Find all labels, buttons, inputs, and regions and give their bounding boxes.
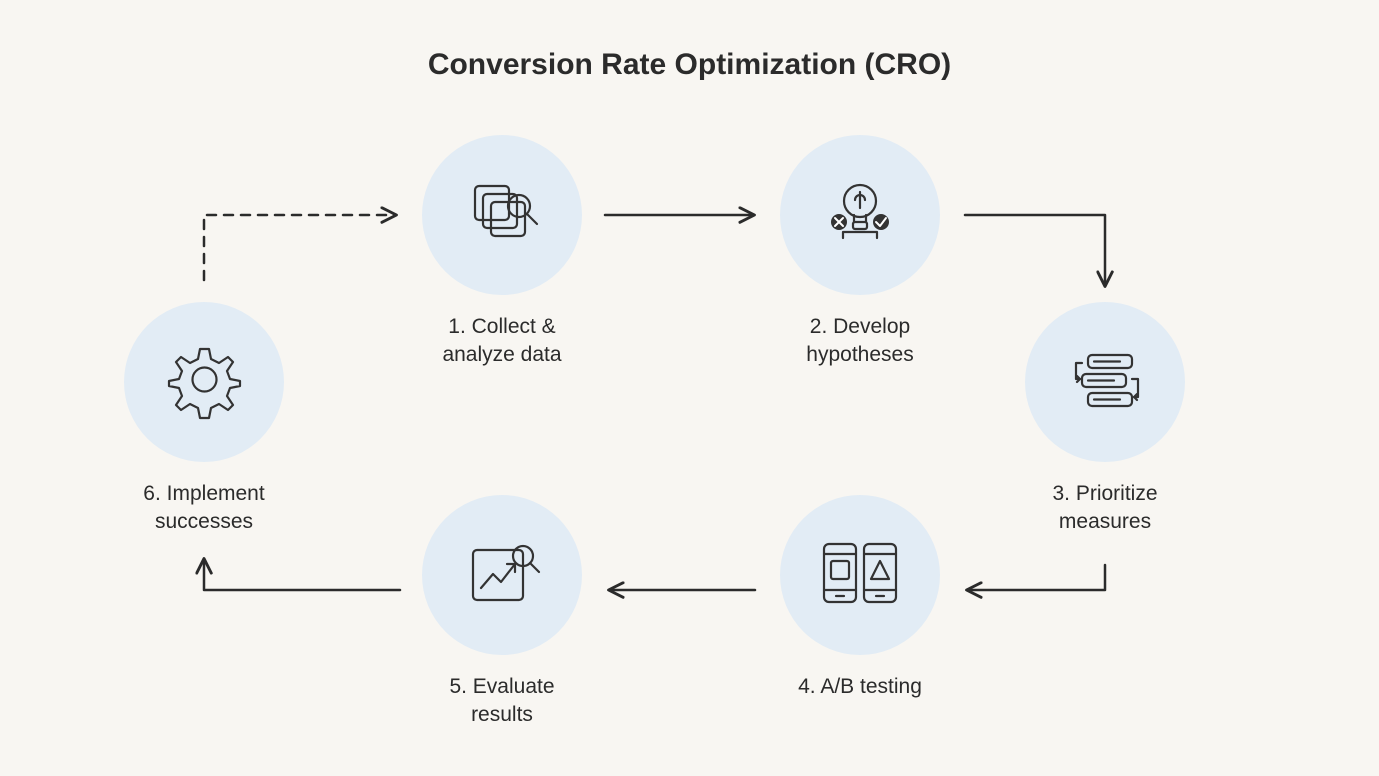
flow-arrow — [204, 215, 395, 280]
bulb-icon — [815, 168, 905, 263]
flow-node-n6: 6. Implement successes — [124, 302, 284, 537]
diagram-title: Conversion Rate Optimization (CRO) — [0, 48, 1379, 82]
priority-icon — [1060, 335, 1150, 430]
node-label: 5. Evaluate results — [392, 673, 612, 730]
node-label: 4. A/B testing — [750, 673, 970, 701]
gear-icon — [157, 332, 252, 432]
flow-arrow — [204, 560, 400, 590]
node-label: 2. Develop hypotheses — [750, 313, 970, 370]
flow-node-n3: 3. Prioritize measures — [1025, 302, 1185, 537]
flow-arrow — [968, 565, 1105, 590]
node-circle — [422, 135, 582, 295]
node-label: 6. Implement successes — [94, 480, 314, 537]
node-label: 1. Collect & analyze data — [392, 313, 612, 370]
flow-node-n1: 1. Collect & analyze data — [422, 135, 582, 370]
node-label: 3. Prioritize measures — [995, 480, 1215, 537]
node-circle — [780, 135, 940, 295]
node-circle — [422, 495, 582, 655]
flow-arrow — [965, 215, 1105, 285]
analyze-icon — [457, 168, 547, 263]
flow-node-n5: 5. Evaluate results — [422, 495, 582, 730]
ab-icon — [810, 528, 910, 623]
evaluate-icon — [457, 528, 547, 623]
node-circle — [124, 302, 284, 462]
node-circle — [780, 495, 940, 655]
flow-node-n2: 2. Develop hypotheses — [780, 135, 940, 370]
flow-node-n4: 4. A/B testing — [780, 495, 940, 701]
diagram-canvas: Conversion Rate Optimization (CRO) 1. Co… — [0, 0, 1379, 776]
node-circle — [1025, 302, 1185, 462]
